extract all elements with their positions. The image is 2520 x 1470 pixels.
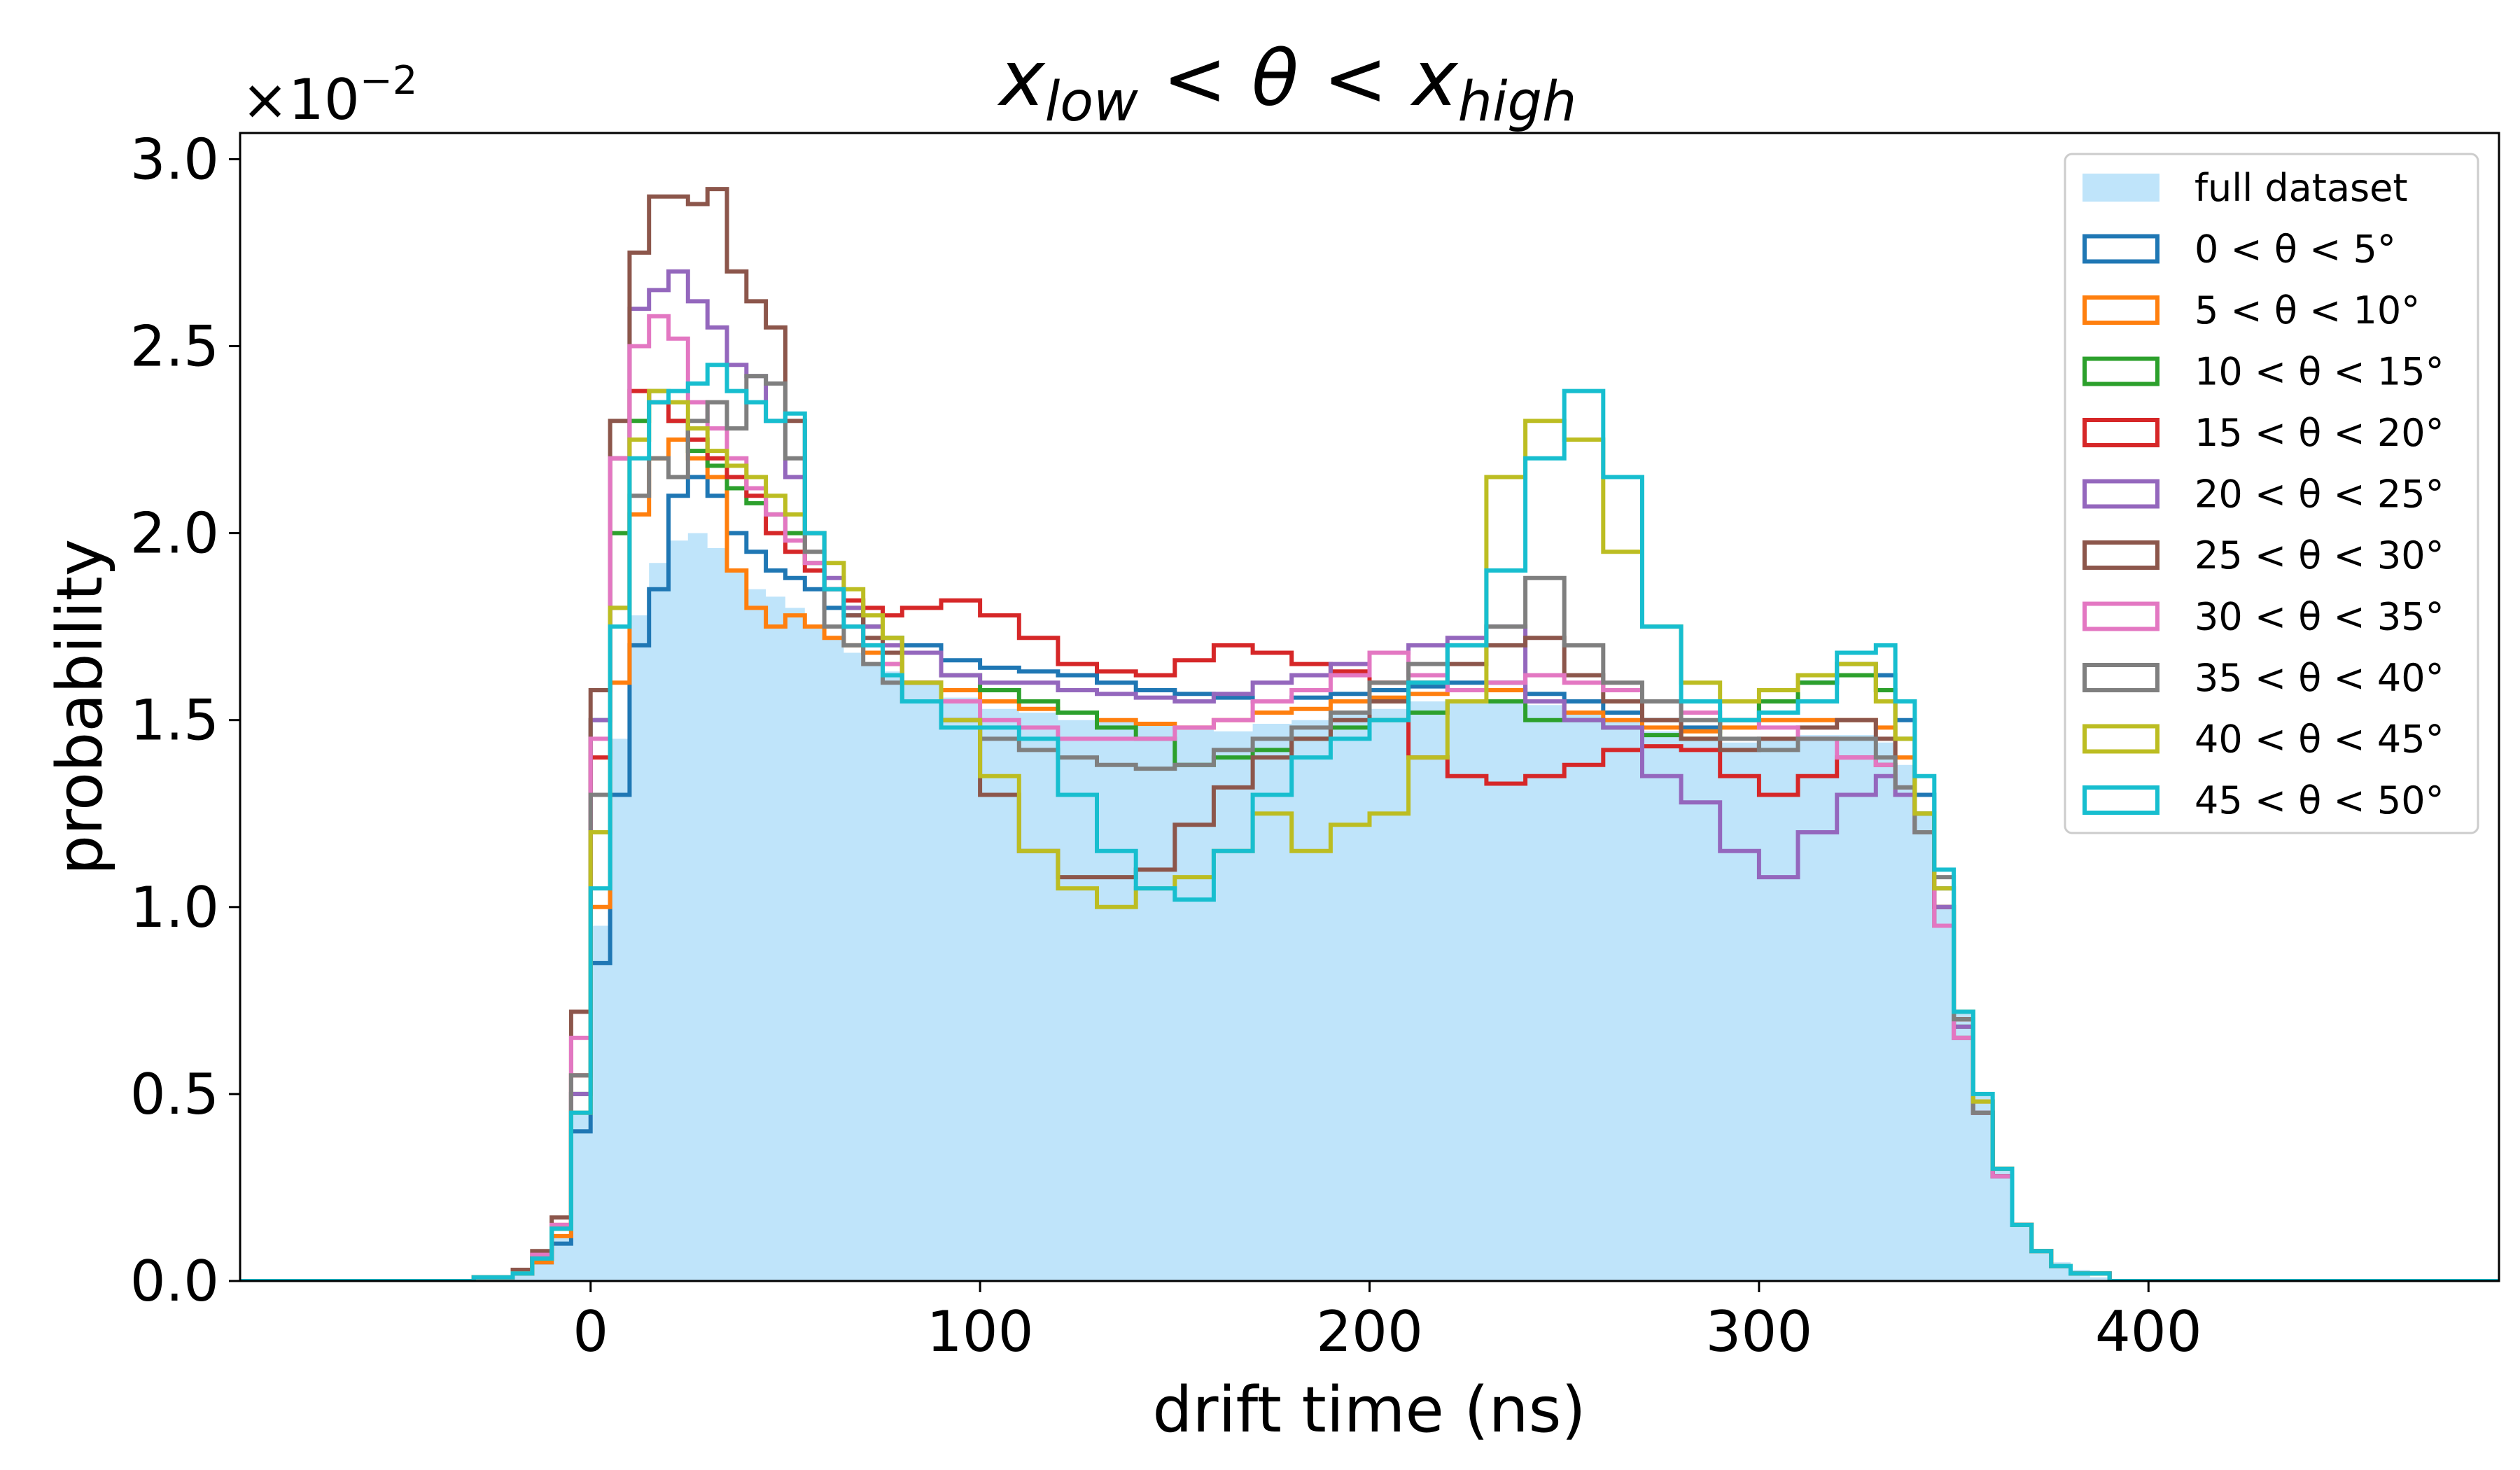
- legend-label-8: 35 < θ < 40°: [2194, 656, 2444, 700]
- x-tick-label-200: 200: [1316, 1299, 1423, 1364]
- y-tick-label-5: 2.5: [130, 314, 219, 379]
- x-tick-label-100: 100: [927, 1299, 1034, 1364]
- y-axis: 0.0 0.5 1.0 1.5 2.0 2.5 3.0: [130, 127, 240, 1314]
- series-line-7: [240, 374, 2499, 1281]
- legend-swatch-full-dataset: [2082, 174, 2160, 202]
- legend-label-0: full dataset: [2194, 166, 2408, 210]
- legend-label-5: 20 < θ < 25°: [2194, 472, 2444, 517]
- x-axis: 0 100 200 300 400: [573, 1281, 2202, 1364]
- legend-label-3: 10 < θ < 15°: [2194, 350, 2444, 394]
- full-dataset-histogram: [240, 533, 2499, 1281]
- legend-swatch-4: [2082, 418, 2160, 447]
- legend-swatch-6: [2082, 540, 2160, 570]
- legend-swatch-9: [2082, 724, 2160, 754]
- legend-swatch-8: [2082, 663, 2160, 692]
- full-dataset-area: [240, 533, 2499, 1281]
- legend-label-4: 15 < θ < 20°: [2194, 411, 2444, 455]
- y-axis-label: probability: [43, 539, 117, 875]
- legend-swatch-5: [2082, 479, 2160, 509]
- legend-label-6: 25 < θ < 30°: [2194, 533, 2444, 578]
- legend-swatch-10: [2082, 785, 2160, 815]
- legend-label-1: 0 < θ < 5°: [2194, 227, 2396, 272]
- legend-swatch-2: [2082, 295, 2160, 325]
- x-tick-label-300: 300: [1706, 1299, 1813, 1364]
- legend-swatch-3: [2082, 356, 2160, 386]
- y-tick-label-3: 1.5: [130, 688, 219, 753]
- legend-label-10: 45 < θ < 50°: [2194, 778, 2444, 822]
- y-tick-label-6: 3.0: [130, 127, 219, 192]
- x-axis-label: drift time (ns): [1152, 1373, 1586, 1447]
- x-tick-label-400: 400: [2095, 1299, 2202, 1364]
- legend-box: [2064, 153, 2479, 834]
- chart-title: xlow < θ < xhigh: [997, 34, 1577, 134]
- y-tick-label-1: 0.5: [130, 1062, 219, 1127]
- y-tick-label-4: 2.0: [130, 501, 219, 566]
- legend-swatch-1: [2082, 234, 2160, 264]
- y-tick-label-2: 1.0: [130, 875, 219, 940]
- series-line-9: [240, 363, 2499, 1281]
- legend-label-9: 40 < θ < 45°: [2194, 718, 2444, 762]
- legend-swatch-7: [2082, 601, 2160, 631]
- series-layer: [240, 187, 2499, 1281]
- legend-label-2: 5 < θ < 10°: [2194, 288, 2420, 332]
- y-tick-label-0: 0.0: [130, 1249, 219, 1314]
- y-scale-multiplier: ×10−2: [241, 58, 417, 132]
- legend-label-7: 30 < θ < 35°: [2194, 595, 2444, 639]
- legend: full dataset 0 < θ < 5° 5 < θ < 10° 10 < θ …: [2064, 153, 2479, 834]
- x-tick-label-0: 0: [573, 1299, 608, 1364]
